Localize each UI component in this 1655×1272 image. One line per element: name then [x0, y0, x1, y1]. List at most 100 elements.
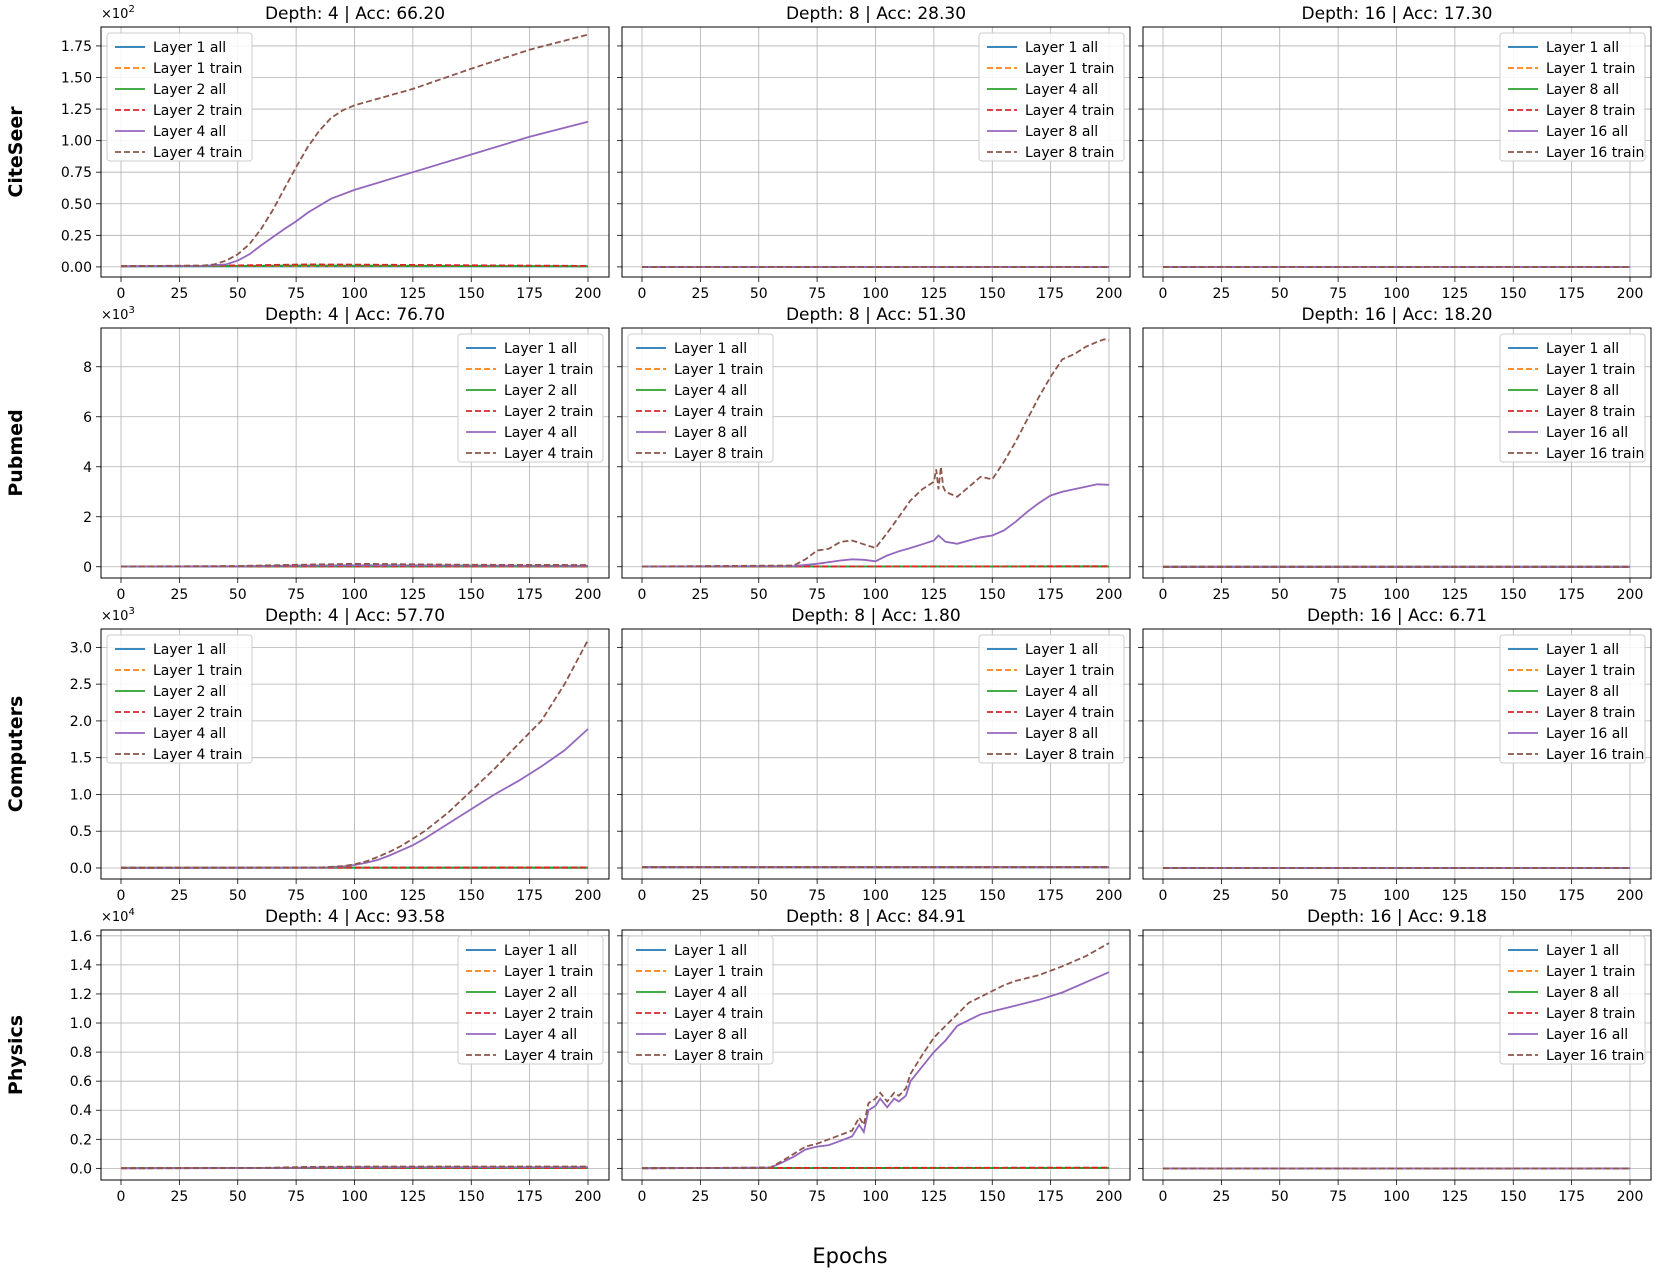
- legend-entry: Layer 1 train: [1546, 61, 1635, 77]
- series-line-layer-4-train: [120, 33, 589, 268]
- x-tick-label: 0: [1159, 286, 1168, 302]
- x-tick-label: 50: [750, 286, 768, 302]
- x-tick-label: 50: [1271, 286, 1289, 302]
- panel-1-0-frame: [100, 327, 610, 579]
- legend-entry: Layer 1 train: [153, 663, 242, 679]
- panel-3-0-frame: [100, 929, 610, 1181]
- legend-entry: Layer 2 train: [504, 1006, 593, 1022]
- x-tick-label: 200: [1096, 286, 1123, 302]
- x-tick-label: 0: [638, 888, 647, 904]
- legend-entry: Layer 1 all: [153, 40, 226, 56]
- series-line-layer-8-all: [641, 483, 1110, 568]
- x-tick-label: 0: [1159, 888, 1168, 904]
- y-axis-multiplier: ×103: [101, 606, 135, 624]
- legend: [627, 935, 774, 1065]
- legend-entry: Layer 4 all: [1025, 82, 1098, 98]
- panel-0-0-title: Depth: 4 | Acc: 66.20: [265, 4, 445, 24]
- y-tick-label: 1.50: [61, 71, 92, 87]
- x-tick-label: 50: [229, 286, 247, 302]
- y-tick-label: 1.0: [70, 1016, 92, 1032]
- legend-entry: Layer 4 train: [504, 1048, 593, 1064]
- series-line-layer-8-train: [641, 942, 1110, 1170]
- legend: [1499, 333, 1646, 463]
- row-label-physics: Physics: [5, 1015, 27, 1095]
- y-tick-label: 0.4: [70, 1103, 92, 1119]
- legend-entry: Layer 1 all: [1025, 642, 1098, 658]
- legend-entry: Layer 8 train: [1546, 103, 1635, 119]
- legend-entry: Layer 16 all: [1546, 425, 1628, 441]
- series-line-layer-4-train: [120, 639, 589, 869]
- legend-entry: Layer 16 train: [1546, 747, 1644, 763]
- legend-entry: Layer 8 all: [1546, 383, 1619, 399]
- x-tick-label: 175: [516, 286, 543, 302]
- legend-entry: Layer 2 all: [504, 383, 577, 399]
- y-tick-label: 0.75: [61, 165, 92, 181]
- x-tick-label: 150: [979, 587, 1006, 603]
- legend-entry: Layer 8 train: [1025, 747, 1114, 763]
- legend-entry: Layer 2 train: [153, 705, 242, 721]
- legend: [106, 634, 253, 764]
- legend-entry: Layer 8 train: [674, 1048, 763, 1064]
- legend: [1499, 935, 1646, 1065]
- legend-entry: Layer 2 all: [504, 985, 577, 1001]
- x-tick-label: 0: [117, 286, 126, 302]
- x-tick-label: 100: [862, 286, 889, 302]
- x-tick-label: 25: [170, 587, 188, 603]
- y-tick-label: 4: [83, 460, 92, 476]
- series-line-layer-8-train: [641, 338, 1110, 568]
- legend: [978, 32, 1125, 162]
- legend-entry: Layer 8 train: [1546, 1006, 1635, 1022]
- legend-entry: Layer 8 all: [1546, 82, 1619, 98]
- legend-entry: Layer 1 all: [504, 943, 577, 959]
- panel-2-1-frame: [621, 628, 1131, 880]
- x-tick-label: 25: [691, 888, 709, 904]
- x-tick-label: 50: [229, 888, 247, 904]
- legend-entry: Layer 16 all: [1546, 1027, 1628, 1043]
- legend-entry: Layer 2 all: [153, 82, 226, 98]
- legend-entry: Layer 8 all: [1025, 124, 1098, 140]
- legend-entry: Layer 16 all: [1546, 726, 1628, 742]
- legend-entry: Layer 2 all: [153, 684, 226, 700]
- y-tick-label: 0.5: [70, 824, 92, 840]
- x-tick-label: 125: [921, 286, 948, 302]
- legend-entry: Layer 4 all: [504, 425, 577, 441]
- panel-1-1-title: Depth: 8 | Acc: 51.30: [786, 305, 966, 325]
- legend-entry: Layer 4 train: [504, 446, 593, 462]
- legend: [1499, 32, 1646, 162]
- legend-entry: Layer 8 train: [674, 446, 763, 462]
- x-tick-label: 175: [516, 587, 543, 603]
- x-tick-label: 200: [575, 888, 602, 904]
- panel-0-1-title: Depth: 8 | Acc: 28.30: [786, 4, 966, 24]
- legend-entry: Layer 4 train: [674, 1006, 763, 1022]
- legend-entry: Layer 16 train: [1546, 446, 1644, 462]
- x-tick-label: 25: [170, 286, 188, 302]
- x-tick-label: 50: [1271, 888, 1289, 904]
- x-tick-label: 125: [1442, 888, 1469, 904]
- x-tick-label: 150: [979, 1189, 1006, 1205]
- x-axis-label: Epochs: [812, 1244, 887, 1268]
- x-tick-label: 75: [1329, 888, 1347, 904]
- panel-2-2-title: Depth: 16 | Acc: 6.71: [1307, 606, 1487, 626]
- legend-entry: Layer 1 train: [674, 964, 763, 980]
- x-tick-label: 0: [117, 888, 126, 904]
- legend-entry: Layer 4 train: [1025, 705, 1114, 721]
- legend-entry: Layer 1 train: [1546, 964, 1635, 980]
- x-tick-label: 25: [170, 1189, 188, 1205]
- legend-entry: Layer 8 train: [1546, 705, 1635, 721]
- legend-entry: Layer 8 train: [1025, 145, 1114, 161]
- x-tick-label: 100: [1383, 587, 1410, 603]
- x-tick-label: 125: [1442, 587, 1469, 603]
- x-tick-label: 125: [400, 587, 427, 603]
- x-tick-label: 100: [862, 587, 889, 603]
- y-tick-label: 0.2: [70, 1132, 92, 1148]
- y-tick-label: 3.0: [70, 640, 92, 656]
- x-tick-label: 150: [1500, 286, 1527, 302]
- panel-2-2-frame: [1142, 628, 1652, 880]
- x-tick-label: 125: [1442, 286, 1469, 302]
- row-label-citeseer: CiteSeer: [5, 106, 27, 198]
- x-tick-label: 200: [1617, 587, 1644, 603]
- panel-0-2-frame: [1142, 26, 1652, 278]
- x-tick-label: 50: [750, 888, 768, 904]
- x-tick-label: 100: [862, 888, 889, 904]
